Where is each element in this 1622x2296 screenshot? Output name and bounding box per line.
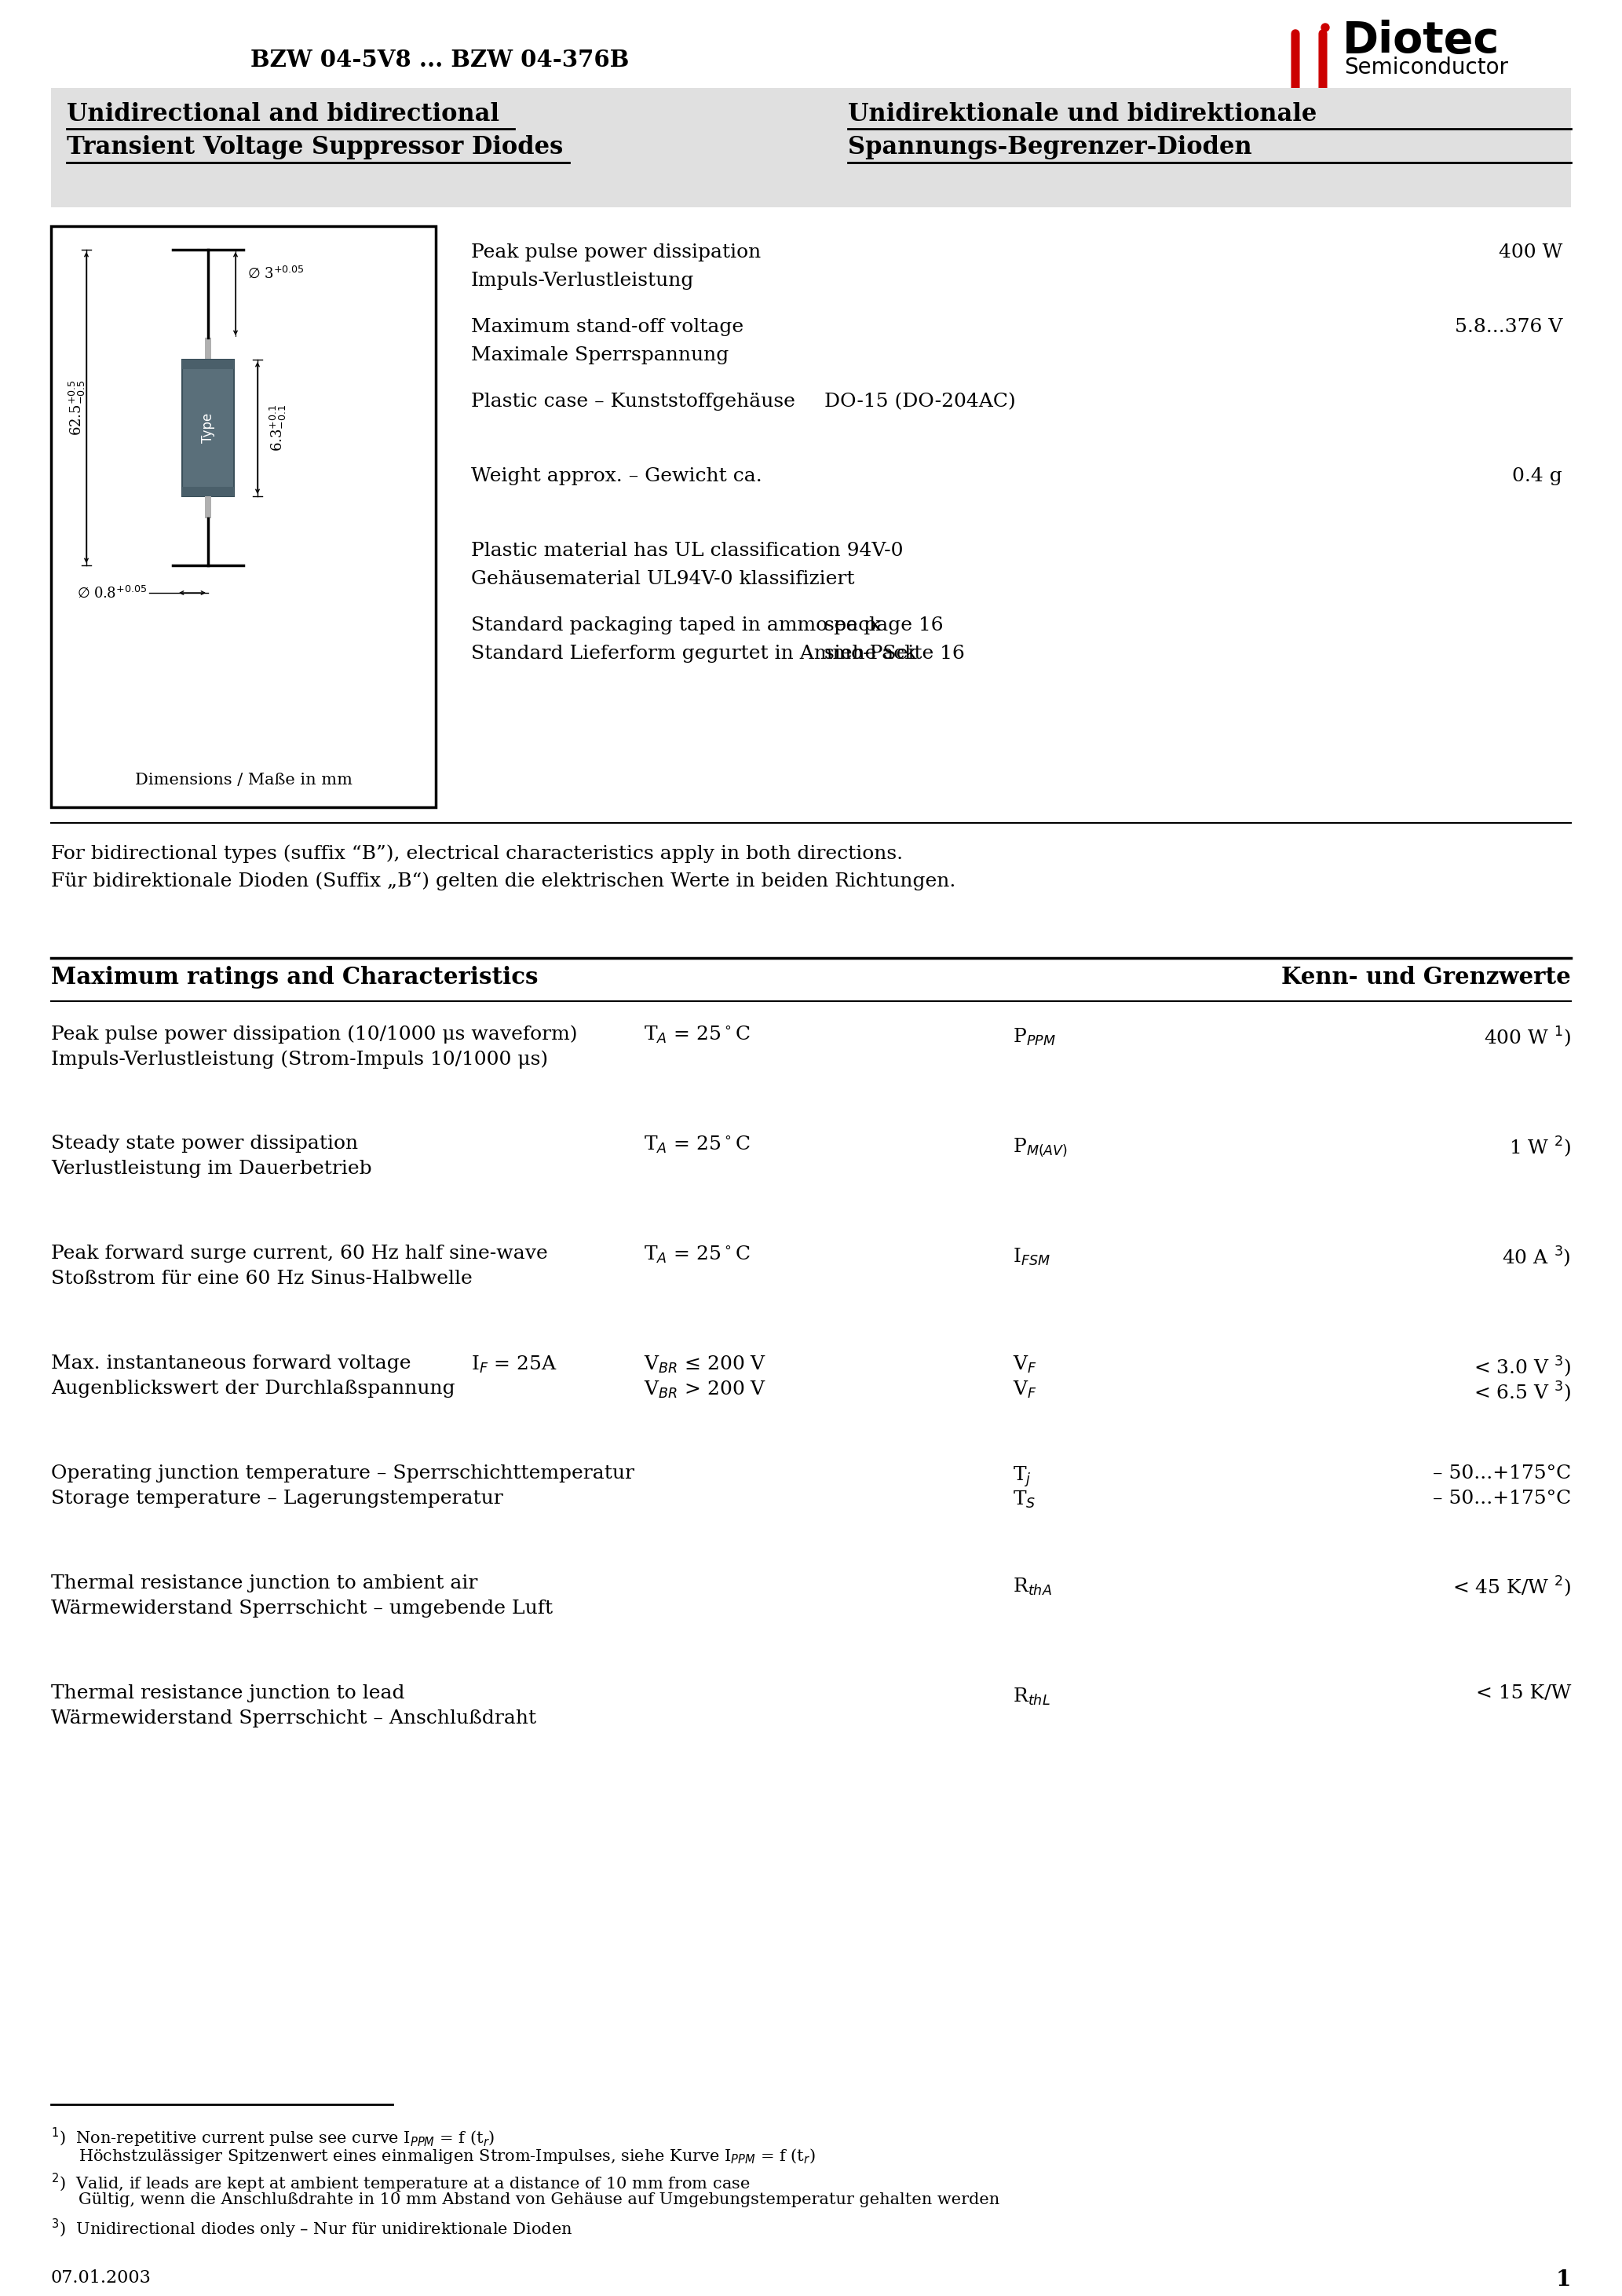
Text: Thermal resistance junction to lead: Thermal resistance junction to lead (50, 1685, 406, 1701)
Text: Semiconductor: Semiconductor (1345, 57, 1508, 78)
Bar (204, 496, 211, 519)
Text: < 45 K/W $^2$): < 45 K/W $^2$) (1452, 1575, 1572, 1598)
Text: Transient Voltage Suppressor Diodes: Transient Voltage Suppressor Diodes (67, 135, 563, 158)
Text: Impuls-Verlustleistung: Impuls-Verlustleistung (470, 271, 694, 289)
Text: 40 A $^3$): 40 A $^3$) (1502, 1244, 1572, 1270)
Text: $^1$)  Non-repetitive current pulse see curve I$_{PPM}$ = f (t$_r$): $^1$) Non-repetitive current pulse see c… (50, 2126, 495, 2149)
Text: $\varnothing$ 3$^{+0.05}$: $\varnothing$ 3$^{+0.05}$ (247, 266, 305, 280)
Text: R$_{thA}$: R$_{thA}$ (1012, 1577, 1051, 1598)
Text: Für bidirektionale Dioden (Suffix „B“) gelten die elektrischen Werte in beiden R: Für bidirektionale Dioden (Suffix „B“) g… (50, 872, 955, 891)
Text: T$_S$: T$_S$ (1012, 1490, 1036, 1511)
Text: Spannungs-Begrenzer-Dioden: Spannungs-Begrenzer-Dioden (848, 135, 1252, 158)
Text: Wärmewiderstand Sperrschicht – umgebende Luft: Wärmewiderstand Sperrschicht – umgebende… (50, 1600, 553, 1619)
Text: 62.5$^{+0.5}_{-0.5}$: 62.5$^{+0.5}_{-0.5}$ (67, 379, 88, 436)
Text: R$_{thL}$: R$_{thL}$ (1012, 1688, 1049, 1708)
Text: Thermal resistance junction to ambient air: Thermal resistance junction to ambient a… (50, 1575, 477, 1593)
Text: $\varnothing$ 0.8$^{+0.05}$: $\varnothing$ 0.8$^{+0.05}$ (76, 585, 148, 602)
Text: P$_{PPM}$: P$_{PPM}$ (1012, 1026, 1056, 1047)
Text: Peak forward surge current, 60 Hz half sine-wave: Peak forward surge current, 60 Hz half s… (50, 1244, 548, 1263)
Text: For bidirectional types (suffix “B”), electrical characteristics apply in both d: For bidirectional types (suffix “B”), el… (50, 845, 903, 863)
Text: < 3.0 V $^3$): < 3.0 V $^3$) (1473, 1355, 1572, 1378)
Text: DO-15 (DO-204AC): DO-15 (DO-204AC) (824, 393, 1015, 411)
Text: Stoßstrom für eine 60 Hz Sinus-Halbwelle: Stoßstrom für eine 60 Hz Sinus-Halbwelle (50, 1270, 472, 1288)
Text: Plastic material has UL classification 94V-0: Plastic material has UL classification 9… (470, 542, 903, 560)
Text: Dimensions / Maße in mm: Dimensions / Maße in mm (135, 774, 352, 788)
Bar (50, 225, 436, 808)
Text: see page 16: see page 16 (824, 615, 944, 634)
Text: < 15 K/W: < 15 K/W (1476, 1685, 1572, 1701)
Text: 07.01.2003: 07.01.2003 (50, 2268, 151, 2287)
Text: – 50...+175°C: – 50...+175°C (1432, 1465, 1572, 1483)
Text: Weight approx. – Gewicht ca.: Weight approx. – Gewicht ca. (470, 466, 762, 484)
Text: Standard Lieferform gegurtet in Ammo-Pack: Standard Lieferform gegurtet in Ammo-Pac… (470, 645, 916, 664)
Bar (50, 87, 1572, 207)
Text: T$_j$: T$_j$ (1012, 1465, 1032, 1488)
Text: Operating junction temperature – Sperrschichttemperatur: Operating junction temperature – Sperrsc… (50, 1465, 634, 1483)
Text: 1: 1 (1555, 2268, 1572, 2291)
Text: V$_F$: V$_F$ (1012, 1355, 1036, 1375)
Text: Plastic case – Kunststoffgehäuse: Plastic case – Kunststoffgehäuse (470, 393, 795, 411)
Text: T$_A$ = 25$^\circ$C: T$_A$ = 25$^\circ$C (644, 1024, 751, 1045)
Text: Gültig, wenn die Anschlußdrahte in 10 mm Abstand von Gehäuse auf Umgebungstemper: Gültig, wenn die Anschlußdrahte in 10 mm… (78, 2193, 999, 2206)
Text: Max. instantaneous forward voltage: Max. instantaneous forward voltage (50, 1355, 410, 1373)
Text: Höchstzulässiger Spitzenwert eines einmaligen Strom-Impulses, siehe Kurve I$_{PP: Höchstzulässiger Spitzenwert eines einma… (78, 2147, 816, 2165)
Text: Maximum ratings and Characteristics: Maximum ratings and Characteristics (50, 967, 539, 990)
Text: Type: Type (201, 413, 216, 443)
Text: Peak pulse power dissipation (10/1000 μs waveform): Peak pulse power dissipation (10/1000 μs… (50, 1024, 577, 1042)
Text: P$_{M(AV)}$: P$_{M(AV)}$ (1012, 1137, 1067, 1157)
Text: Steady state power dissipation: Steady state power dissipation (50, 1134, 358, 1153)
Text: Diotec: Diotec (1343, 21, 1500, 62)
Text: V$_{BR}$ ≤ 200 V: V$_{BR}$ ≤ 200 V (644, 1355, 767, 1375)
Text: 0.4 g: 0.4 g (1512, 466, 1562, 484)
Bar (182, 487, 234, 496)
Bar (182, 360, 234, 370)
Text: Impuls-Verlustleistung (Strom-Impuls 10/1000 μs): Impuls-Verlustleistung (Strom-Impuls 10/… (50, 1049, 548, 1068)
Text: Gehäusematerial UL94V-0 klassifiziert: Gehäusematerial UL94V-0 klassifiziert (470, 569, 855, 588)
Text: BZW 04-5V8 ... BZW 04-376B: BZW 04-5V8 ... BZW 04-376B (250, 48, 629, 71)
Text: 5.8...376 V: 5.8...376 V (1455, 319, 1562, 335)
Text: $^2$)  Valid, if leads are kept at ambient temperature at a distance of 10 mm fr: $^2$) Valid, if leads are kept at ambien… (50, 2172, 751, 2195)
Text: 400 W $^1$): 400 W $^1$) (1484, 1024, 1572, 1049)
Text: < 6.5 V $^3$): < 6.5 V $^3$) (1473, 1380, 1572, 1403)
Text: 6.3$^{+0.1}_{-0.1}$: 6.3$^{+0.1}_{-0.1}$ (269, 404, 289, 452)
Text: Unidirektionale und bidirektionale: Unidirektionale und bidirektionale (848, 101, 1317, 126)
Text: 400 W: 400 W (1499, 243, 1562, 262)
Text: Unidirectional and bidirectional: Unidirectional and bidirectional (67, 101, 500, 126)
Bar (204, 338, 211, 360)
Text: Verlustleistung im Dauerbetrieb: Verlustleistung im Dauerbetrieb (50, 1159, 371, 1178)
Text: Augenblickswert der Durchlaßspannung: Augenblickswert der Durchlaßspannung (50, 1380, 456, 1398)
Text: Standard packaging taped in ammo pack: Standard packaging taped in ammo pack (470, 615, 881, 634)
Text: Peak pulse power dissipation: Peak pulse power dissipation (470, 243, 761, 262)
Text: T$_A$ = 25$^\circ$C: T$_A$ = 25$^\circ$C (644, 1244, 751, 1265)
Text: Kenn- und Grenzwerte: Kenn- und Grenzwerte (1281, 967, 1572, 990)
Text: Maximum stand-off voltage: Maximum stand-off voltage (470, 319, 743, 335)
Text: Maximale Sperrspannung: Maximale Sperrspannung (470, 347, 728, 365)
Text: 1 W $^2$): 1 W $^2$) (1508, 1134, 1572, 1159)
Text: siehe Seite 16: siehe Seite 16 (824, 645, 965, 664)
Text: Wärmewiderstand Sperrschicht – Anschlußdraht: Wärmewiderstand Sperrschicht – Anschlußd… (50, 1711, 537, 1727)
Bar (182, 360, 234, 496)
Text: – 50...+175°C: – 50...+175°C (1432, 1490, 1572, 1508)
Text: V$_{BR}$ > 200 V: V$_{BR}$ > 200 V (644, 1380, 767, 1401)
Text: $^3$)  Unidirectional diodes only – Nur für unidirektionale Dioden: $^3$) Unidirectional diodes only – Nur f… (50, 2218, 573, 2241)
Text: T$_A$ = 25$^\circ$C: T$_A$ = 25$^\circ$C (644, 1134, 751, 1155)
Text: I$_{FSM}$: I$_{FSM}$ (1012, 1247, 1051, 1267)
Text: Storage temperature – Lagerungstemperatur: Storage temperature – Lagerungstemperatu… (50, 1490, 503, 1508)
Text: I$_F$ = 25A: I$_F$ = 25A (470, 1355, 558, 1375)
Circle shape (1322, 23, 1328, 32)
Text: V$_F$: V$_F$ (1012, 1380, 1036, 1401)
